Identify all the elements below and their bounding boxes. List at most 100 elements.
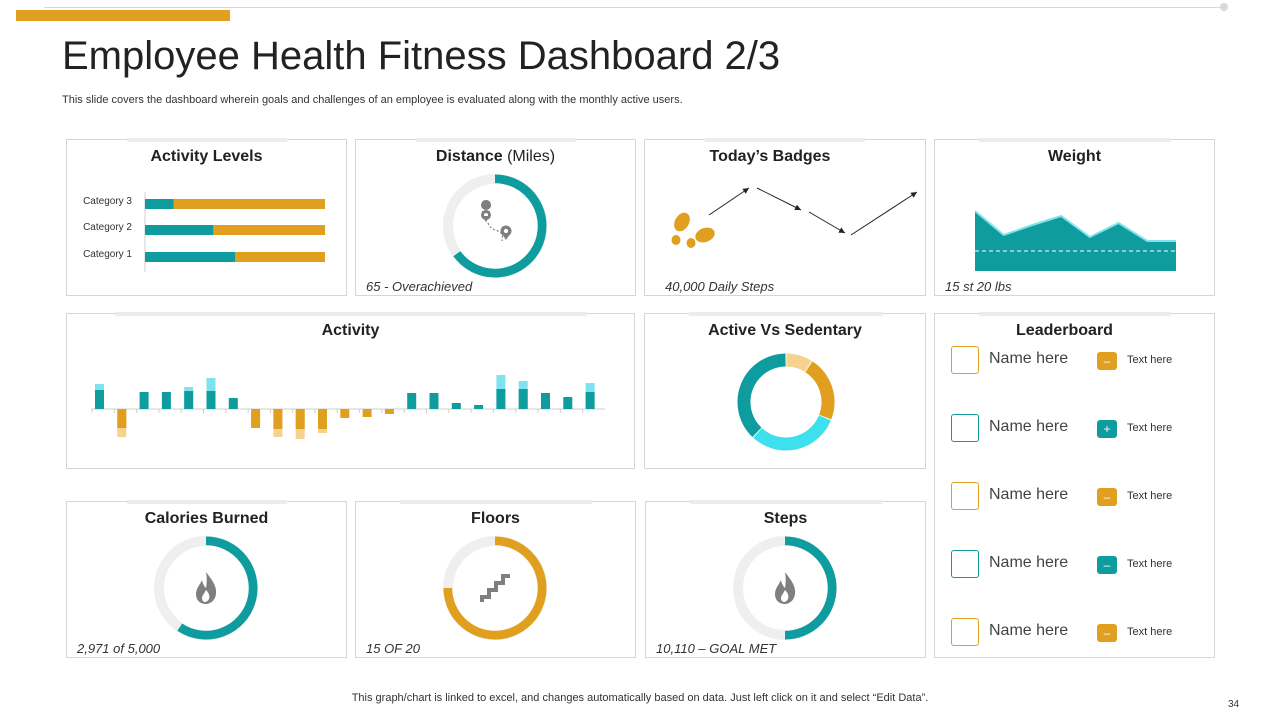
activity-bar-5 [184, 391, 194, 409]
distance-ring-chart[interactable] [356, 140, 637, 297]
activity-levels-title: Activity Levels [150, 148, 263, 165]
activity-bar-13 [362, 409, 372, 417]
calories-ring-chart[interactable] [67, 502, 348, 659]
calories-panel[interactable]: Calories Burned 2,971 of 5,000 [66, 500, 348, 659]
activity-levels-chart[interactable] [67, 140, 348, 297]
footer-note: This graph/chart is linked to excel, and… [351, 692, 929, 704]
activity-levels-panel[interactable]: Activity Levels Category 1 Category 2 Cate… [66, 138, 348, 297]
top-divider [44, 7, 1224, 8]
calories-ring-progress [177, 536, 258, 640]
leaderboard-row[interactable]: Name here – Text here [951, 482, 1201, 512]
activity-bar-16 [429, 393, 439, 409]
distance-title: Distance (Miles) [356, 148, 635, 166]
leaderboard-text: Text here [1127, 490, 1173, 502]
distance-ring-highlight [460, 183, 538, 269]
donut-slice-1 [805, 361, 835, 420]
activity-bar-22 [563, 397, 573, 409]
bar-category-2-series-2 [213, 225, 325, 235]
plus-badge-icon: + [1097, 420, 1117, 438]
leaderboard-avatar-box[interactable] [951, 346, 979, 374]
active-vs-sedentary-title: Active Vs Sedentary [708, 322, 862, 339]
leaderboard-avatar-box[interactable] [951, 618, 979, 646]
bar-category-1-series-1 [145, 252, 235, 262]
leaderboard-row[interactable]: Name here – Text here [951, 550, 1201, 580]
distance-panel[interactable]: Distance (Miles) 65 - Overachieved [355, 138, 637, 297]
activity-panel[interactable]: Activity [66, 312, 636, 470]
panel-tab [127, 138, 287, 142]
leaderboard-avatar-box[interactable] [951, 550, 979, 578]
panel-tab [979, 138, 1171, 142]
weight-area [975, 211, 1176, 271]
minus-badge-icon: – [1097, 352, 1117, 370]
activity-bar-3 [139, 392, 149, 409]
activity-bar-2 [117, 409, 127, 428]
flame-icon [775, 572, 796, 604]
panel-tab [400, 500, 592, 504]
page-title: Employee Health Fitness Dashboard 2/3 [62, 34, 781, 78]
active-vs-sedentary-panel[interactable]: Active Vs Sedentary [644, 312, 927, 470]
page-subtitle: This slide covers the dashboard wherein … [62, 94, 683, 106]
activity-title: Activity [321, 322, 380, 339]
flame-icon [196, 572, 217, 604]
bar-category-2-series-1 [145, 225, 214, 235]
leaderboard-avatar-box[interactable] [951, 414, 979, 442]
leaderboard-panel[interactable]: Leaderboard Name here – Text here Name here… [934, 312, 1215, 658]
activity-bar-4 [161, 392, 171, 409]
distance-title-main: Distance [435, 148, 503, 165]
leaderboard-avatar-box[interactable] [951, 482, 979, 510]
floors-title: Floors [471, 510, 520, 527]
leaderboard-name: Name here [989, 350, 1069, 367]
leaderboard-name: Name here [989, 418, 1069, 435]
leaderboard-text: Text here [1127, 422, 1173, 434]
activity-bar-6 [206, 391, 216, 409]
weight-panel[interactable]: Weight 15 st 20 lbs [934, 138, 1216, 297]
steps-ring-progress [784, 536, 837, 640]
accent-bar [16, 10, 230, 21]
badges-graphic [671, 187, 918, 248]
active-vs-sedentary-donut[interactable] [645, 314, 927, 470]
category-label: Category 1 [83, 249, 132, 260]
distance-caption: 65 - Overachieved [366, 279, 473, 294]
donut-inner-line [750, 366, 822, 438]
steps-ring-highlight [784, 545, 828, 631]
leaderboard-name: Name here [989, 486, 1069, 503]
steps-panel[interactable]: Steps 10,110 – GOAL MET [645, 500, 927, 659]
calories-title: Calories Burned [144, 510, 269, 527]
floors-panel[interactable]: Floors 15 OF 20 [355, 500, 637, 659]
panel-tab [690, 500, 882, 504]
activity-bar-1 [95, 390, 104, 409]
leaderboard-row[interactable]: Name here + Text here [951, 414, 1201, 444]
activity-bar-14 [384, 409, 394, 414]
bar-category-3-series-1 [145, 199, 174, 209]
activity-bar-7 [228, 398, 238, 409]
floors-ring-highlight [452, 545, 538, 631]
footprints-icon [671, 212, 715, 248]
activity-bar-12 [340, 409, 350, 418]
stairs-icon [480, 574, 510, 602]
weight-title: Weight [1047, 148, 1102, 165]
badges-caption: 40,000 Daily Steps [665, 279, 775, 294]
page-number: 34 [1228, 699, 1240, 710]
activity-bar-11 [318, 409, 327, 429]
activity-bar-19 [496, 389, 506, 409]
steps-ring-chart[interactable] [646, 502, 927, 659]
activity-bar-9 [273, 409, 283, 429]
minus-badge-icon: – [1097, 488, 1117, 506]
activity-bar-15 [407, 393, 417, 409]
leaderboard-name: Name here [989, 554, 1069, 571]
minus-badge-icon: – [1097, 624, 1117, 642]
panel-tab [705, 138, 865, 142]
panel-tab [979, 312, 1171, 316]
activity-bar-chart[interactable] [67, 314, 636, 470]
floors-ring-chart[interactable] [356, 502, 637, 659]
calories-ring-highlight [182, 545, 249, 631]
leaderboard-name: Name here [989, 622, 1069, 639]
category-label: Category 2 [83, 222, 132, 233]
weight-area-chart[interactable] [935, 140, 1216, 297]
leaderboard-row[interactable]: Name here – Text here [951, 618, 1201, 648]
panel-tab [416, 138, 576, 142]
donut-slice-0 [786, 353, 812, 372]
badges-panel[interactable]: Today’s Badges 40,000 Daily Steps [644, 138, 926, 296]
floors-caption: 15 OF 20 [366, 641, 420, 656]
leaderboard-row[interactable]: Name here – Text here [951, 346, 1201, 376]
